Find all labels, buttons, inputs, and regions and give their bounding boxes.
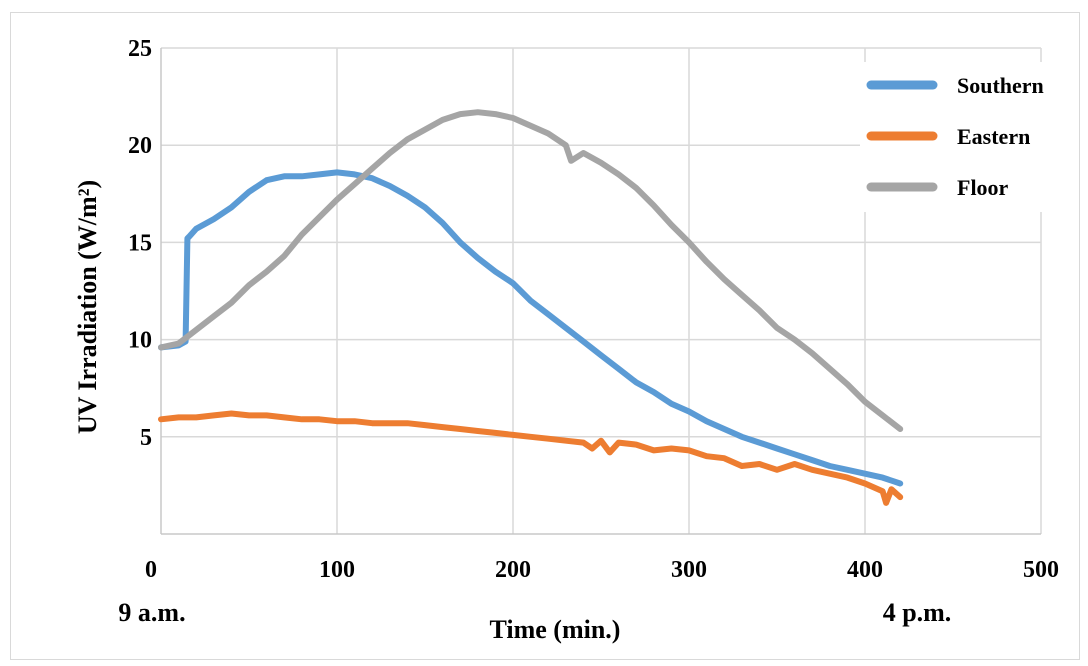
- y-tick-label: 5: [140, 425, 152, 451]
- legend-label-floor: Floor: [957, 175, 1009, 200]
- series-line-eastern: [158, 410, 904, 506]
- x-tick-label: 0: [145, 557, 157, 583]
- legend-label-eastern: Eastern: [957, 124, 1030, 149]
- legend: Southern Eastern Floor: [860, 62, 1060, 212]
- x-tick-label: 300: [671, 557, 707, 583]
- annotation-end-time: 4 p.m.: [883, 598, 952, 627]
- legend-label-southern: Southern: [957, 73, 1044, 98]
- y-tick-label: 25: [128, 36, 152, 62]
- series-line-floor: [158, 109, 904, 432]
- x-tick-label: 100: [319, 557, 355, 583]
- series-lines: [158, 109, 904, 506]
- x-tick-label: 400: [847, 557, 883, 583]
- axes: [160, 48, 1041, 535]
- x-axis-title: Time (min.): [490, 615, 621, 644]
- x-tick-label: 500: [1023, 557, 1059, 583]
- series-line-southern: [158, 169, 904, 487]
- grid: [161, 47, 1042, 534]
- tick-labels: 0 100 200 300 400 500 5 10 15 20 25: [128, 36, 1059, 583]
- annotation-start-time: 9 a.m.: [118, 598, 185, 627]
- y-axis-title: UV Irradiation (W/m²): [73, 180, 102, 434]
- x-tick-label: 200: [495, 557, 531, 583]
- y-tick-label: 20: [128, 133, 152, 159]
- y-tick-label: 15: [128, 230, 152, 256]
- y-tick-label: 10: [128, 328, 152, 354]
